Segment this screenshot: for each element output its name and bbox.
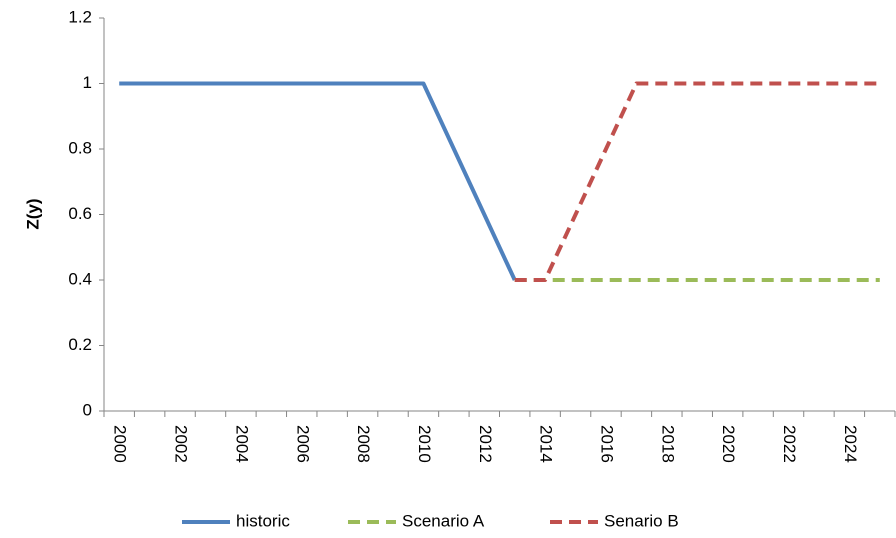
x-tick-label: 2002 xyxy=(172,425,191,463)
y-tick-label: 1 xyxy=(83,73,92,92)
x-tick-label: 2010 xyxy=(415,425,434,463)
y-tick-label: 0.2 xyxy=(68,335,92,354)
x-tick-label: 2006 xyxy=(293,425,312,463)
y-axis-label: Z(y) xyxy=(23,198,42,229)
x-tick-label: 2014 xyxy=(537,425,556,463)
x-tick-label: 2020 xyxy=(719,425,738,463)
x-tick-label: 2012 xyxy=(476,425,495,463)
x-tick-label: 2008 xyxy=(354,425,373,463)
y-tick-label: 1.2 xyxy=(68,7,92,26)
series-line xyxy=(514,81,880,282)
y-tick-label: 0.6 xyxy=(68,204,92,223)
x-tick-label: 2004 xyxy=(232,425,251,463)
y-tick-label: 0.8 xyxy=(68,138,92,157)
y-tick-label: 0.4 xyxy=(68,269,92,288)
x-tick-label: 2024 xyxy=(841,425,860,463)
legend-label: Scenario A xyxy=(402,511,485,530)
x-tick-label: 2000 xyxy=(111,425,130,463)
series-line xyxy=(119,81,517,281)
legend-label: historic xyxy=(236,511,290,530)
x-tick-label: 2022 xyxy=(780,425,799,463)
x-tick-label: 2016 xyxy=(597,425,616,463)
x-tick-label: 2018 xyxy=(658,425,677,463)
legend-label: Senario B xyxy=(604,511,679,530)
y-tick-label: 0 xyxy=(83,400,92,419)
